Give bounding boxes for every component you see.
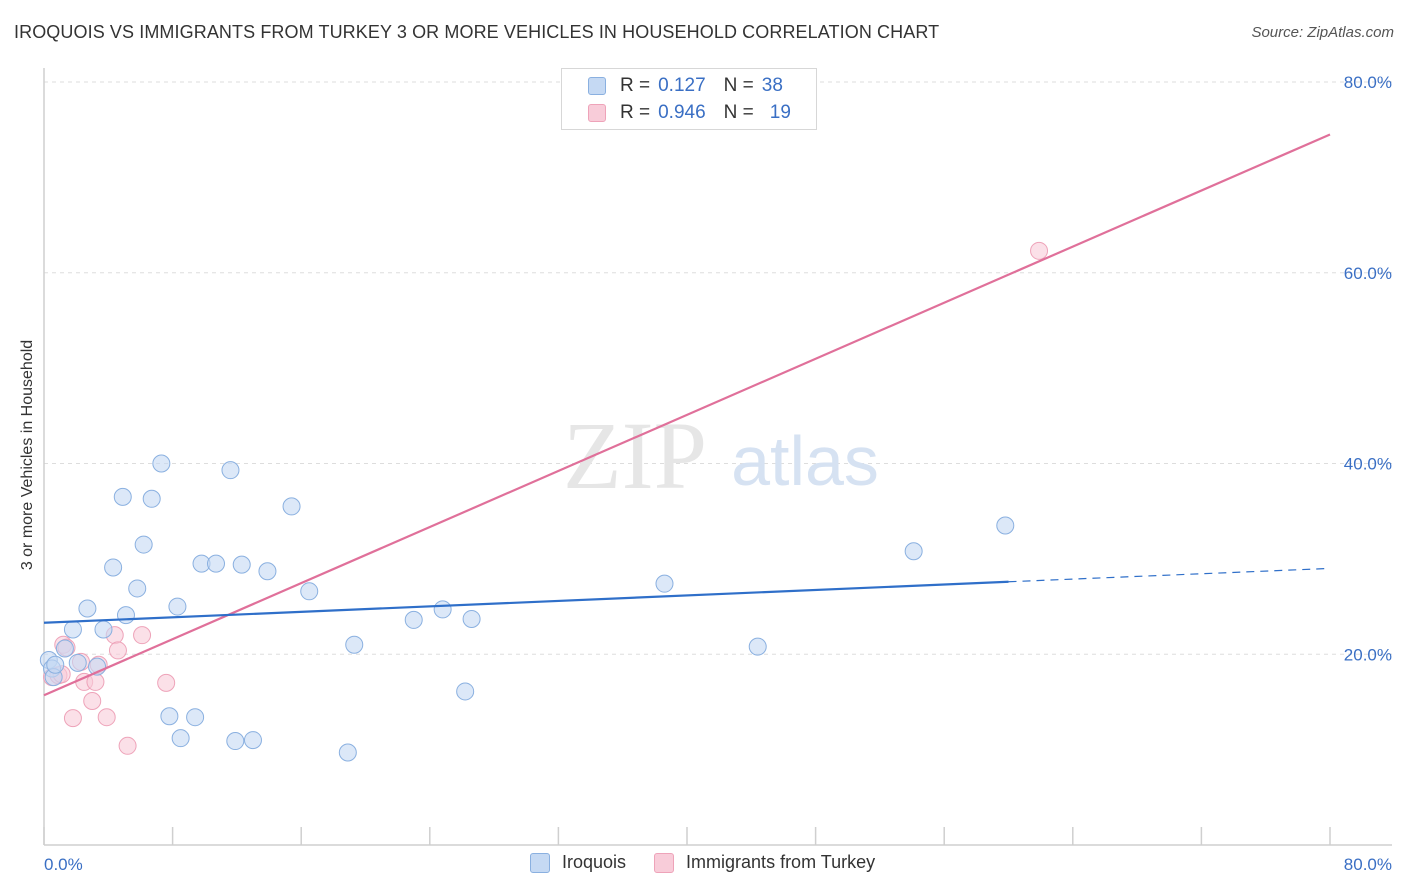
series-swatch-blue [530,852,550,873]
source-credit: Source: ZipAtlas.com [1251,24,1394,41]
turkey-point [133,626,152,645]
legend-r-value: 0.946 [658,102,706,123]
iroquois-point [186,708,205,727]
y-tick-label: 60.0% [1344,264,1392,283]
series-legend-label: Immigrants from Turkey [686,852,876,872]
iroquois-point [63,620,82,639]
iroquois-point [338,743,357,762]
iroquois-point [134,535,153,554]
watermark-atlas: atlas [731,422,879,500]
iroquois-point [243,731,262,750]
iroquois-point [996,516,1015,535]
x-tick-label: 0.0% [44,855,83,874]
series-swatch-pink [654,852,675,873]
iroquois-point [300,582,319,601]
legend-row-iroquois: R = 0.127 N = 38 [588,74,783,98]
iroquois-point [748,637,767,656]
iroquois-point [160,707,179,726]
watermark: ZIP atlas [563,402,879,509]
iroquois-point [258,562,277,581]
trend-lines [43,133,1331,697]
iroquois-point [221,461,240,480]
correlation-legend: R = 0.127 N = 38 R = 0.946 N = 19 [561,68,817,130]
iroquois-point [142,489,161,508]
iroquois-point [168,597,187,616]
iroquois-point [345,635,364,654]
iroquois-point [456,682,475,701]
iroquois-point [232,555,251,574]
gridlines [44,81,1392,655]
legend-n-value: 38 [761,75,783,96]
iroquois-trend-extension [1008,567,1331,583]
iroquois-point [904,542,923,561]
iroquois-point [113,487,132,506]
iroquois-point [404,610,423,629]
iroquois-point [55,639,74,658]
series-legend-turkey: Immigrants from Turkey [654,852,875,873]
tick-labels: 20.0% 40.0% 60.0% 80.0% 0.0% 80.0% [44,73,1392,874]
iroquois-point [68,653,87,672]
legend-row-turkey: R = 0.946 N = 19 [588,101,791,125]
axes [43,68,1392,846]
iroquois-point [462,609,481,628]
iroquois-point [78,599,97,618]
legend-n-label: N = [723,75,754,96]
iroquois-points [39,454,1015,762]
series-legend: Iroquois Immigrants from Turkey [530,852,903,873]
legend-n-value: 19 [769,102,791,123]
iroquois-point [282,497,301,516]
legend-r-label: R = [620,75,651,96]
y-tick-label: 20.0% [1344,645,1392,664]
turkey-point [83,691,102,710]
iroquois-point [116,606,135,625]
iroquois-trend-line [43,580,1009,624]
iroquois-point [104,558,123,577]
turkey-point [97,708,116,727]
turkey-point [1030,241,1049,260]
y-tick-label: 40.0% [1344,455,1392,474]
turkey-point [118,736,137,755]
iroquois-point [433,600,452,619]
legend-r-label: R = [620,102,651,123]
iroquois-point [171,729,190,748]
legend-r-value: 0.127 [658,75,706,96]
turkey-point [108,641,127,660]
iroquois-point [152,454,171,473]
x-tick-label: 80.0% [1344,855,1392,874]
iroquois-point [655,574,674,593]
legend-swatch-blue [588,77,606,95]
y-tick-label: 80.0% [1344,73,1392,92]
iroquois-point [94,620,113,639]
turkey-point [157,673,176,692]
iroquois-point [226,732,245,751]
iroquois-point [128,579,147,598]
iroquois-point [46,655,65,674]
iroquois-point [207,554,226,573]
turkey-point [63,709,82,728]
legend-swatch-pink [588,104,606,122]
turkey-trend-line [43,133,1331,697]
turkey-points [43,241,1049,755]
chart-title: IROQUOIS VS IMMIGRANTS FROM TURKEY 3 OR … [14,22,940,42]
legend-n-label: N = [723,102,754,123]
series-legend-iroquois: Iroquois [530,852,626,873]
series-legend-label: Iroquois [562,852,627,872]
watermark-zip: ZIP [563,402,707,509]
